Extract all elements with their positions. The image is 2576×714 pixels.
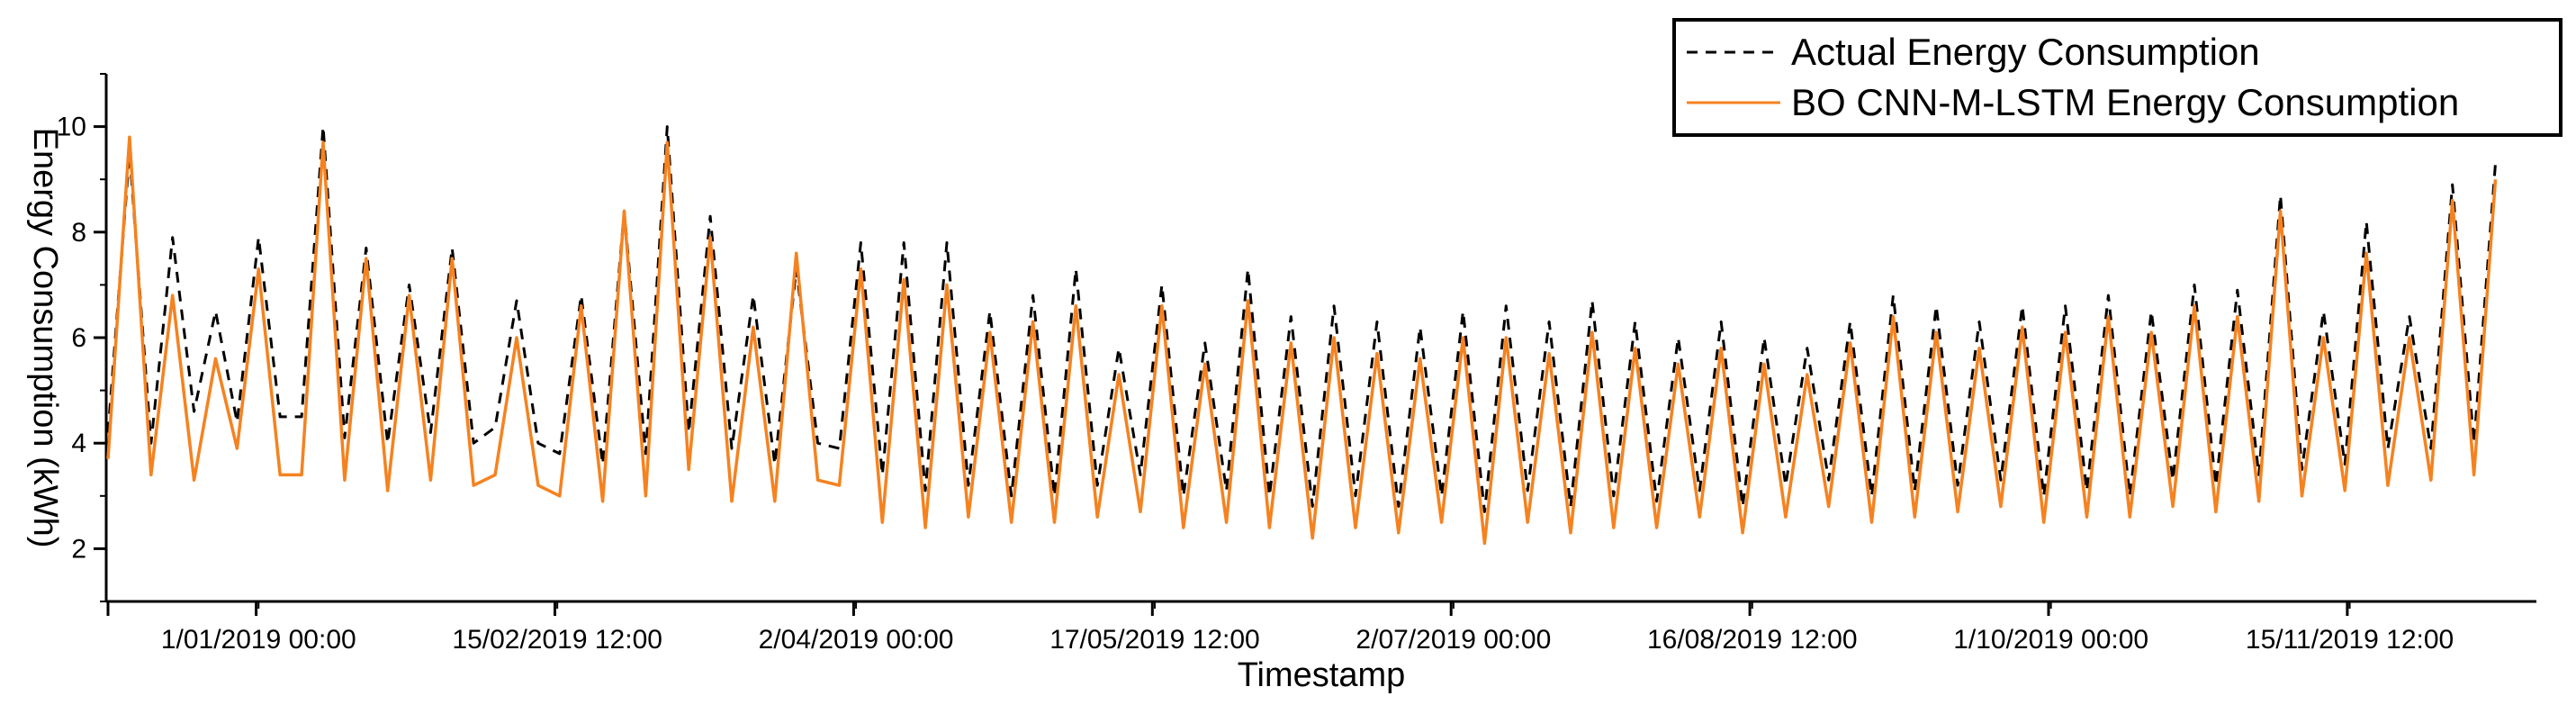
legend-label-actual: Actual Energy Consumption [1791, 31, 2260, 73]
plot-area: 2 4 6 8 10 1/01/2019 00:00 15/02/2019 12:00 2/… [57, 73, 2536, 655]
y-tick-label: 4 [71, 429, 86, 458]
y-tick-label: 2 [71, 534, 86, 564]
y-axis-title: Energy Consumption (kWh) [26, 128, 64, 548]
x-tick-label: 1/10/2019 00:00 [1953, 625, 2148, 655]
legend-label-predicted: BO CNN-M-LSTM Energy Consumption [1791, 81, 2459, 123]
x-tick-label: 15/02/2019 12:00 [452, 625, 662, 655]
series-layer [106, 125, 2498, 546]
series-line-predicted [106, 135, 2498, 546]
x-tick-label: 15/11/2019 12:00 [2246, 625, 2454, 655]
y-tick-label: 6 [71, 323, 86, 353]
x-tick-label: 2/07/2019 00:00 [1356, 625, 1551, 655]
x-tick-label: 1/01/2019 00:00 [161, 625, 356, 655]
chart-legend: Actual Energy Consumption BO CNN-M-LSTM … [1672, 18, 2562, 137]
x-axis-title: Timestamp [1238, 656, 1406, 694]
x-tick-label: 17/05/2019 12:00 [1049, 625, 1260, 655]
x-tick-label: 16/08/2019 12:00 [1647, 625, 1858, 655]
legend-box [1672, 18, 2562, 137]
series-line-actual [106, 125, 2497, 513]
x-tick-label: 2/04/2019 00:00 [759, 625, 954, 655]
y-axis-ticks: 2 4 6 8 10 [57, 73, 106, 602]
y-tick-label: 8 [71, 218, 86, 248]
x-axis-ticks: 1/01/2019 00:00 15/02/2019 12:00 2/04/2019… [106, 601, 2454, 655]
y-tick-label: 10 [57, 113, 86, 142]
